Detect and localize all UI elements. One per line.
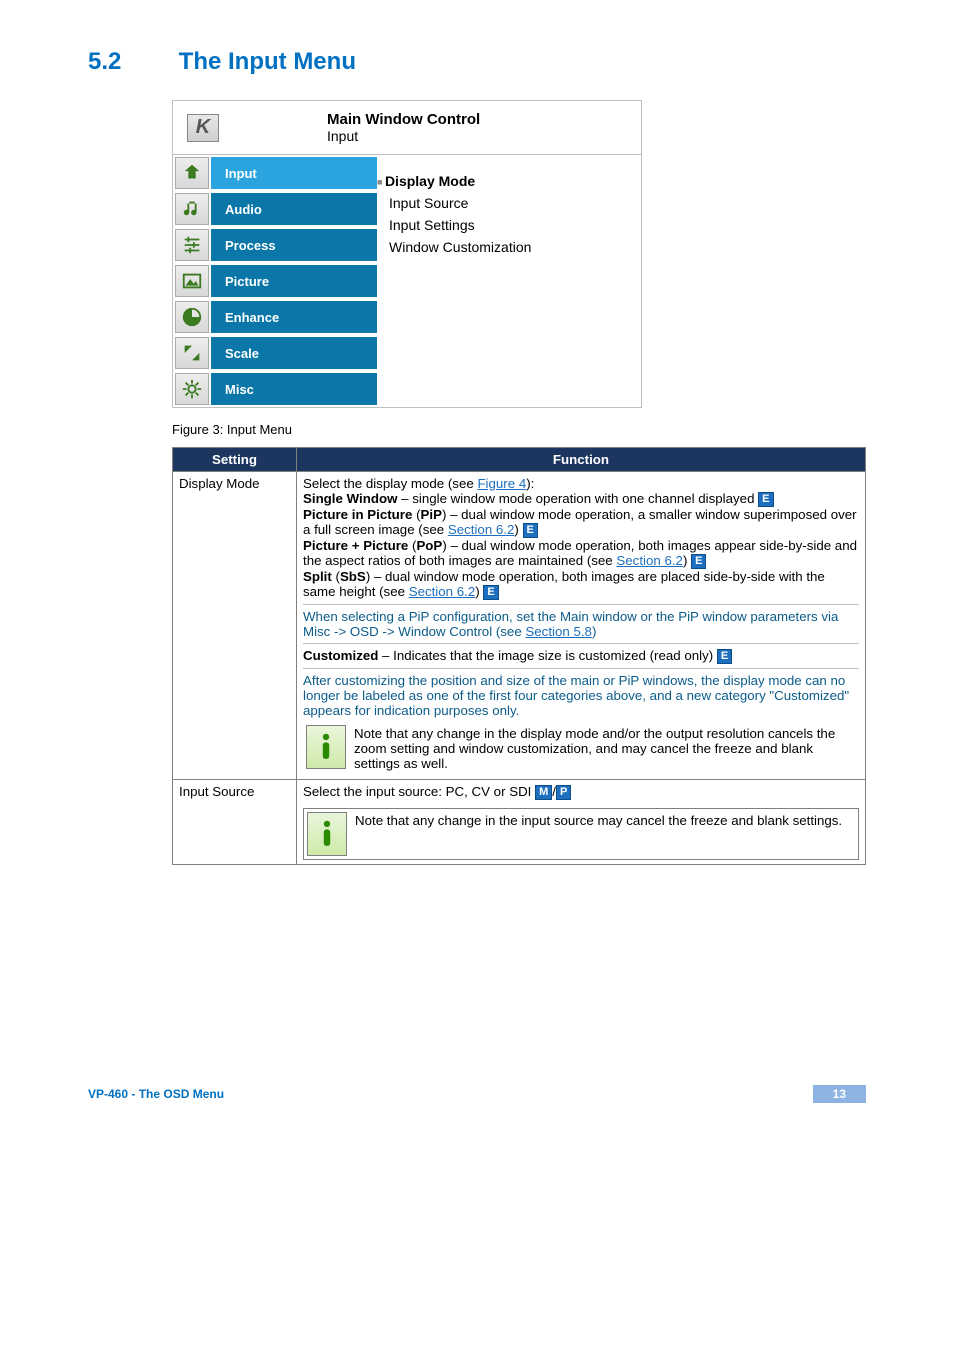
scale-icon [175,337,209,369]
kramer-logo-icon: K [187,114,219,142]
page-footer: VP-460 - The OSD Menu 13 [88,1085,866,1103]
info-icon [306,725,346,769]
osd-header: K Main Window Control Input [173,101,641,155]
text: ) [592,624,596,639]
option-display-mode[interactable]: Display Mode [377,173,631,189]
badge-e: E [691,554,706,569]
badge-e: E [523,523,538,538]
menu-item-picture[interactable]: Picture [173,263,379,299]
text: ) [683,553,691,568]
menu-item-input[interactable]: Input [173,155,379,191]
label-pop: Picture + Picture [303,538,408,553]
badge-m: M [535,785,552,800]
footer-title: VP-460 - The OSD Menu [88,1087,224,1101]
text: – Indicates that the image size is custo… [378,648,717,663]
info-note-text: Note that any change in the input source… [355,809,846,832]
setting-name: Input Source [173,779,297,864]
info-note-box: Note that any change in the input source… [303,808,859,860]
osd-menu-screenshot: K Main Window Control Input Input Audio [172,100,642,408]
text: – dual window mode operation, both image… [303,569,825,599]
function-block: Select the display mode (see Figure 4): … [303,476,859,600]
separator [303,604,859,605]
label-pip: Picture in Picture [303,507,412,522]
info-note-box: Note that any change in the display mode… [303,722,859,775]
figure-caption: Figure 3: Input Menu [172,422,866,437]
badge-p: P [556,785,571,800]
option-input-source[interactable]: Input Source [389,195,631,211]
menu-label: Audio [211,193,377,225]
text: ) [514,522,522,537]
menu-label: Process [211,229,377,261]
label-customized: Customized [303,648,378,663]
link-section-5-8[interactable]: Section 5.8 [525,624,592,639]
menu-label: Enhance [211,301,377,333]
info-note-text: Note that any change in the display mode… [354,722,859,775]
link-section-6-2[interactable]: Section 6.2 [448,522,515,537]
text: ) [475,584,483,599]
menu-label: Misc [211,373,377,405]
menu-label: Picture [211,265,377,297]
text: (SbS) [332,569,370,584]
audio-icon [175,193,209,225]
osd-header-text: Main Window Control Input [327,111,480,144]
menu-label: Input [211,157,377,189]
osd-header-sub: Input [327,128,480,144]
menu-item-enhance[interactable]: Enhance [173,299,379,335]
col-header-function: Function [297,448,866,472]
option-window-customization[interactable]: Window Customization [389,239,631,255]
section-heading: 5.2 The Input Menu [88,48,866,76]
section-title: The Input Menu [179,48,356,75]
badge-e: E [483,585,498,600]
link-section-6-2[interactable]: Section 6.2 [409,584,476,599]
badge-e: E [717,649,732,664]
option-input-settings[interactable]: Input Settings [389,217,631,233]
col-header-setting: Setting [173,448,297,472]
table-row: Display Mode Select the display mode (se… [173,472,866,780]
text: ): [526,476,534,491]
input-icon [175,157,209,189]
menu-item-audio[interactable]: Audio [173,191,379,227]
setting-name: Display Mode [173,472,297,780]
text: Select the display mode (see [303,476,477,491]
misc-icon [175,373,209,405]
menu-item-process[interactable]: Process [173,227,379,263]
link-figure-4[interactable]: Figure 4 [477,476,526,491]
label-sbs: Split [303,569,332,584]
menu-item-scale[interactable]: Scale [173,335,379,371]
note-pip-config: When selecting a PiP configuration, set … [303,609,859,639]
osd-body: Input Audio Process Picture [173,155,641,407]
text: (PoP) [408,538,446,553]
footer-page-number: 13 [813,1085,866,1103]
setting-function: Select the input source: PC, CV or SDI M… [297,779,866,864]
link-section-6-2[interactable]: Section 6.2 [616,553,683,568]
menu-label: Scale [211,337,377,369]
osd-right-panel: Display Mode Input Source Input Settings… [379,155,641,407]
enhance-icon [175,301,209,333]
menu-item-misc[interactable]: Misc [173,371,379,407]
input-source-line: Select the input source: PC, CV or SDI M… [303,784,859,800]
text: – single window mode operation with one … [397,491,758,506]
separator [303,643,859,644]
table-row: Input Source Select the input source: PC… [173,779,866,864]
setting-function: Select the display mode (see Figure 4): … [297,472,866,780]
info-icon [307,812,347,856]
note-customizing: After customizing the position and size … [303,673,859,718]
badge-e: E [758,492,773,507]
text: (PiP) [412,507,446,522]
customized-line: Customized – Indicates that the image si… [303,648,859,664]
settings-table: Setting Function Display Mode Select the… [172,447,866,865]
osd-header-title: Main Window Control [327,111,480,128]
section-number: 5.2 [88,48,172,76]
picture-icon [175,265,209,297]
osd-left-menu: Input Audio Process Picture [173,155,379,407]
label-single-window: Single Window [303,491,397,506]
text: Select the input source: PC, CV or SDI [303,784,535,799]
process-icon [175,229,209,261]
separator [303,668,859,669]
